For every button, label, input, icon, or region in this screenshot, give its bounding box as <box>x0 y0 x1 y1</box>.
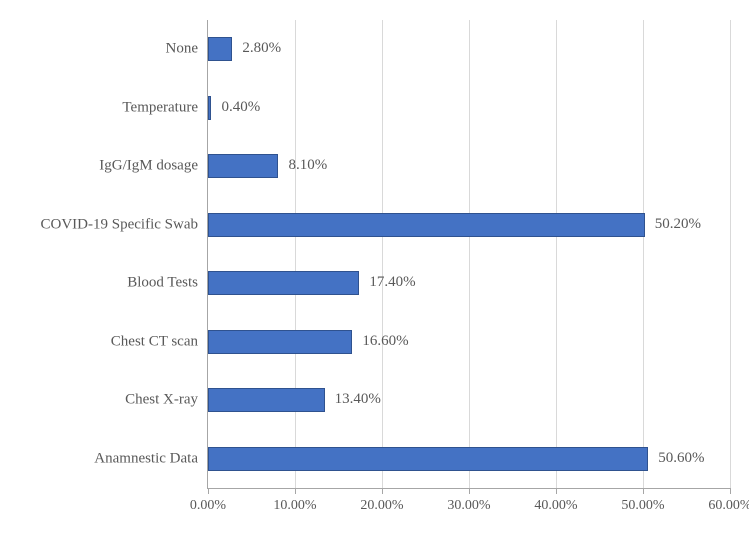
x-tick <box>556 488 557 494</box>
x-axis-label: 30.00% <box>447 498 490 514</box>
x-tick <box>469 488 470 494</box>
bar-value-label: 13.40% <box>335 391 381 408</box>
bar-value-label: 50.60% <box>658 450 704 467</box>
x-tick <box>208 488 209 494</box>
x-tick <box>382 488 383 494</box>
y-axis-label: None <box>0 41 208 58</box>
bar-value-label: 50.20% <box>655 216 701 233</box>
bar <box>208 388 325 412</box>
bar-value-label: 0.40% <box>221 99 260 116</box>
bar-chart: 0.00% 10.00% 20.00% 30.00% 40.00% 50.00% 60.00… <box>0 0 749 533</box>
gridline <box>469 20 470 488</box>
gridline <box>295 20 296 488</box>
y-axis-label: Temperature <box>0 99 208 116</box>
y-axis-label: Blood Tests <box>0 275 208 292</box>
x-tick <box>295 488 296 494</box>
bar <box>208 330 352 354</box>
y-axis-label: Chest CT scan <box>0 333 208 350</box>
x-tick <box>730 488 731 494</box>
gridline <box>382 20 383 488</box>
x-axis-label: 0.00% <box>190 498 226 514</box>
plot-area: 0.00%10.00%20.00%30.00%40.00%50.00%60.00… <box>207 20 730 489</box>
x-axis-label: 10.00% <box>273 498 316 514</box>
bar-value-label: 16.60% <box>362 333 408 350</box>
x-tick <box>643 488 644 494</box>
bar <box>208 96 211 120</box>
y-axis-label: Chest X-ray <box>0 392 208 409</box>
bar <box>208 271 359 295</box>
y-axis-label: COVID-19 Specific Swab <box>0 216 208 233</box>
bar <box>208 213 645 237</box>
gridline <box>556 20 557 488</box>
bar <box>208 37 232 61</box>
bar <box>208 154 278 178</box>
bar <box>208 447 648 471</box>
gridline <box>643 20 644 488</box>
bar-value-label: 2.80% <box>242 40 281 57</box>
gridline <box>730 20 731 488</box>
x-axis-label: 20.00% <box>360 498 403 514</box>
y-axis-label: Anamnestic Data <box>0 450 208 467</box>
bar-value-label: 17.40% <box>369 274 415 291</box>
x-axis-label: 50.00% <box>621 498 664 514</box>
bar-value-label: 8.10% <box>288 157 327 174</box>
x-axis-label: 40.00% <box>534 498 577 514</box>
y-axis-label: IgG/IgM dosage <box>0 158 208 175</box>
x-axis-label: 60.00% <box>708 498 749 514</box>
